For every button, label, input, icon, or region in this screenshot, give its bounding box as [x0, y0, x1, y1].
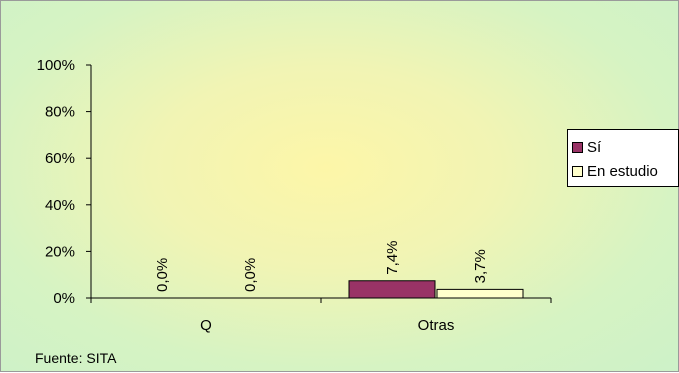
y-tick-label: 80% — [45, 104, 75, 121]
y-tick-label: 60% — [45, 150, 75, 167]
data-label: 0,0% — [242, 258, 259, 292]
legend: Sí En estudio — [567, 129, 679, 187]
legend-entry-en-estudio: En estudio — [572, 162, 658, 180]
x-category-label: Otras — [418, 317, 455, 334]
legend-label-si: Sí — [587, 138, 602, 156]
data-label: 7,4% — [384, 241, 401, 275]
data-labels: 0,0% 7,4% 0,0% 3,7% — [154, 241, 489, 292]
x-category-label: Q — [200, 317, 212, 334]
y-tick-label: 100% — [37, 57, 75, 74]
bar — [436, 288, 524, 299]
legend-swatch-en-estudio — [572, 165, 583, 177]
y-tick-label: 20% — [45, 243, 75, 260]
data-label: 0,0% — [154, 258, 171, 292]
legend-label-en-estudio: En estudio — [587, 162, 658, 180]
bars — [348, 280, 524, 299]
legend-entry-si: Sí — [572, 138, 601, 156]
y-tick-label: 40% — [45, 197, 75, 214]
bar — [348, 280, 436, 299]
x-axis: Q Otras — [90, 297, 552, 334]
legend-swatch-si — [572, 141, 583, 153]
data-label: 3,7% — [472, 249, 489, 283]
y-axis: 0% 20% 40% 60% 80% 100% — [37, 57, 92, 307]
source-note: Fuente: SITA — [35, 350, 117, 366]
y-tick-label: 0% — [53, 290, 75, 307]
